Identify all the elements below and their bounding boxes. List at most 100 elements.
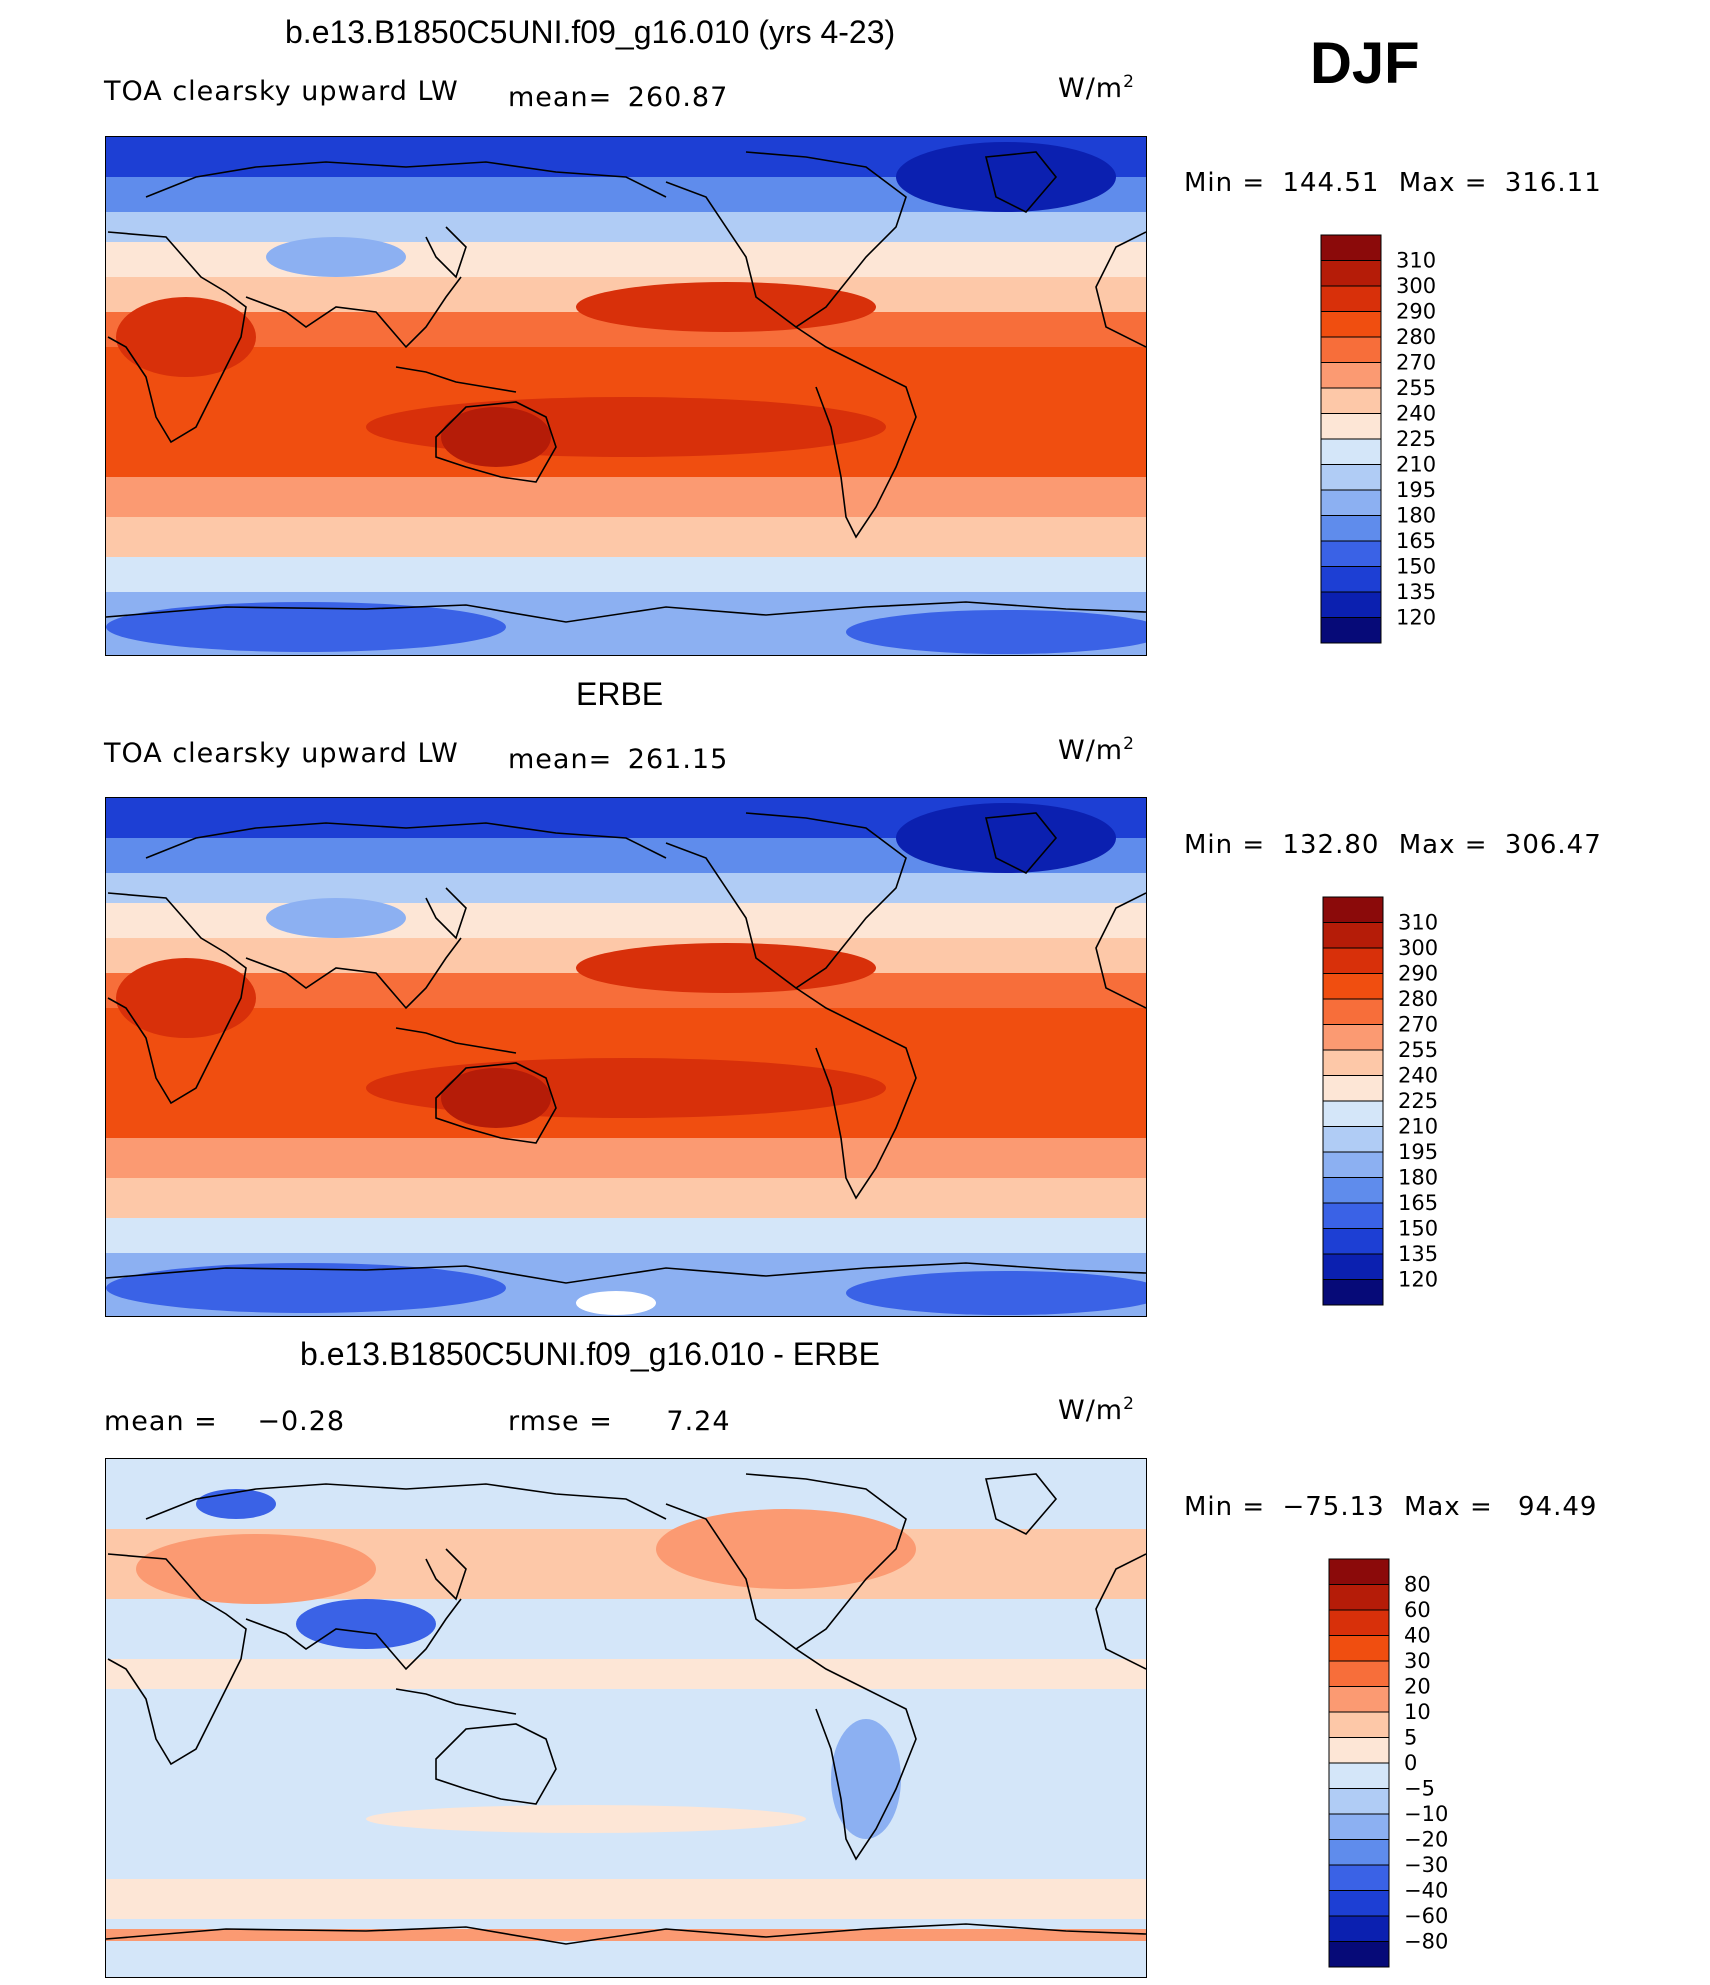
africa-warm-region (116, 297, 256, 377)
diff-southern-ocean-band (376, 1899, 776, 1919)
southern-mid-band (106, 1178, 1146, 1218)
panel-3-max-value: 94.49 (1518, 1492, 1598, 1522)
high-lat-band (106, 873, 1146, 903)
australia-hot-spot (441, 1068, 551, 1128)
missing-data-patch (576, 1291, 656, 1315)
panel-1-min-value: 144.51 (1282, 168, 1380, 198)
colorbar-tick-label: 255 (1396, 376, 1436, 400)
coastline (245, 937, 462, 1010)
colorbar-swatch (1320, 489, 1382, 516)
panel-1-title: b.e13.B1850C5UNI.f09_g16.010 (yrs 4-23) (285, 14, 896, 50)
colorbar-swatch (1322, 1024, 1384, 1051)
coastline (106, 1262, 1146, 1284)
south-pacific-warm-band (366, 397, 886, 457)
colorbar-swatch (1320, 591, 1382, 618)
colorbar-tick-label: 225 (1396, 427, 1436, 451)
colorbar-tick-label: 10 (1404, 1700, 1431, 1724)
colorbar-tick-label: 255 (1398, 1038, 1438, 1062)
coastline (145, 1483, 667, 1520)
greenland-cold-region (896, 142, 1116, 212)
panel-2-minmax: Min = 132.80 Max = 306.47 (1184, 830, 1602, 860)
colorbar-tick-label: −5 (1404, 1777, 1435, 1801)
units-exp: 2 (1123, 1394, 1135, 1414)
diff-tibet-negative (296, 1599, 436, 1649)
tibet-cold-region (266, 898, 406, 938)
colorbar-tick-label: 240 (1396, 402, 1436, 426)
diff-south-pacific-band (366, 1805, 806, 1833)
panel-1-units: W/m2 (1058, 72, 1135, 104)
coastline (395, 366, 517, 393)
antarctica-cold-east (846, 1271, 1146, 1315)
diff-eurasia-positive (136, 1534, 376, 1604)
colorbar-tick-label: 270 (1396, 351, 1436, 375)
colorbar-tick-label: 150 (1396, 555, 1436, 579)
colorbar-swatch (1328, 1788, 1390, 1815)
colorbar-swatch (1320, 260, 1382, 287)
colorbar-tick-label: 60 (1404, 1598, 1431, 1622)
colorbar-tick-label: 225 (1398, 1089, 1438, 1113)
antarctica-cold-west (106, 602, 506, 652)
panel-3-map (105, 1458, 1147, 1978)
units-exp: 2 (1123, 72, 1135, 92)
colorbar-swatch (1320, 515, 1382, 542)
coastline (107, 892, 247, 1105)
colorbar-tick-label: 290 (1396, 300, 1436, 324)
panel-3-title: b.e13.B1850C5UNI.f09_g16.010 - ERBE (300, 1336, 880, 1372)
colorbar-tick-label: −20 (1404, 1828, 1448, 1852)
coastline (795, 1648, 917, 1861)
subtropic-south-band (106, 477, 1146, 517)
panel-1-map (105, 136, 1147, 656)
colorbar-tick-label: −10 (1404, 1802, 1448, 1826)
colorbar-swatch (1320, 285, 1382, 312)
diff-tropic-band (106, 1659, 1146, 1689)
panel-3-mean-value: −0.28 (257, 1406, 346, 1437)
colorbar-tick-label: 180 (1396, 504, 1436, 528)
coastline (665, 1473, 907, 1650)
coastline (665, 151, 907, 328)
colorbar-tick-label: 195 (1398, 1140, 1438, 1164)
coastline (984, 812, 1058, 874)
colorbar-swatch (1320, 387, 1382, 414)
coastline (795, 987, 917, 1200)
coastline (425, 226, 467, 279)
colorbar-swatch (1328, 1737, 1390, 1764)
colorbar-swatch (1320, 362, 1382, 389)
colorbar-tick-label: 240 (1398, 1064, 1438, 1088)
colorbar-tick-label: 310 (1396, 249, 1436, 273)
panel-3-max-label: Max = (1403, 1492, 1493, 1522)
coastline (1095, 231, 1146, 348)
colorbar-swatch (1322, 1049, 1384, 1076)
panel-2-max-value: 306.47 (1504, 830, 1602, 860)
south-pacific-warm-band (366, 1058, 886, 1118)
panel-1-mean: mean= 260.87 (508, 82, 728, 113)
colorbar-swatch (1322, 922, 1384, 949)
colorbar-swatch (1320, 234, 1382, 261)
coastline (106, 1923, 1146, 1945)
colorbar-swatch (1328, 1558, 1390, 1585)
colorbar-swatch (1328, 1915, 1390, 1942)
panel-1-max-label: Max = (1398, 168, 1488, 198)
colorbar-swatch (1322, 1177, 1384, 1204)
colorbar-swatch (1328, 1813, 1390, 1840)
coastline (1095, 892, 1146, 1009)
panel-3-units: W/m2 (1058, 1394, 1135, 1426)
panel-1-variable: TOA clearsky upward LW (104, 76, 459, 107)
africa-warm-region (116, 958, 256, 1038)
mid-lat-band (106, 903, 1146, 938)
colorbar-swatch (1320, 311, 1382, 338)
panel-3-mean: mean = −0.28 (104, 1406, 345, 1437)
colorbar-swatch (1322, 1228, 1384, 1255)
southern-high-band (106, 557, 1146, 592)
southern-mid-band (106, 517, 1146, 557)
coastline (1095, 1553, 1146, 1670)
coastline (107, 1553, 247, 1766)
colorbar-swatch (1322, 896, 1384, 923)
colorbar-swatch (1320, 464, 1382, 491)
diff-north-america-positive (656, 1509, 916, 1589)
panel-3-mean-label: mean = (104, 1406, 218, 1437)
colorbar-tick-label: −80 (1404, 1930, 1448, 1954)
australia-hot-spot (441, 407, 551, 467)
tibet-cold-region (266, 237, 406, 277)
colorbar-tick-label: 280 (1398, 987, 1438, 1011)
